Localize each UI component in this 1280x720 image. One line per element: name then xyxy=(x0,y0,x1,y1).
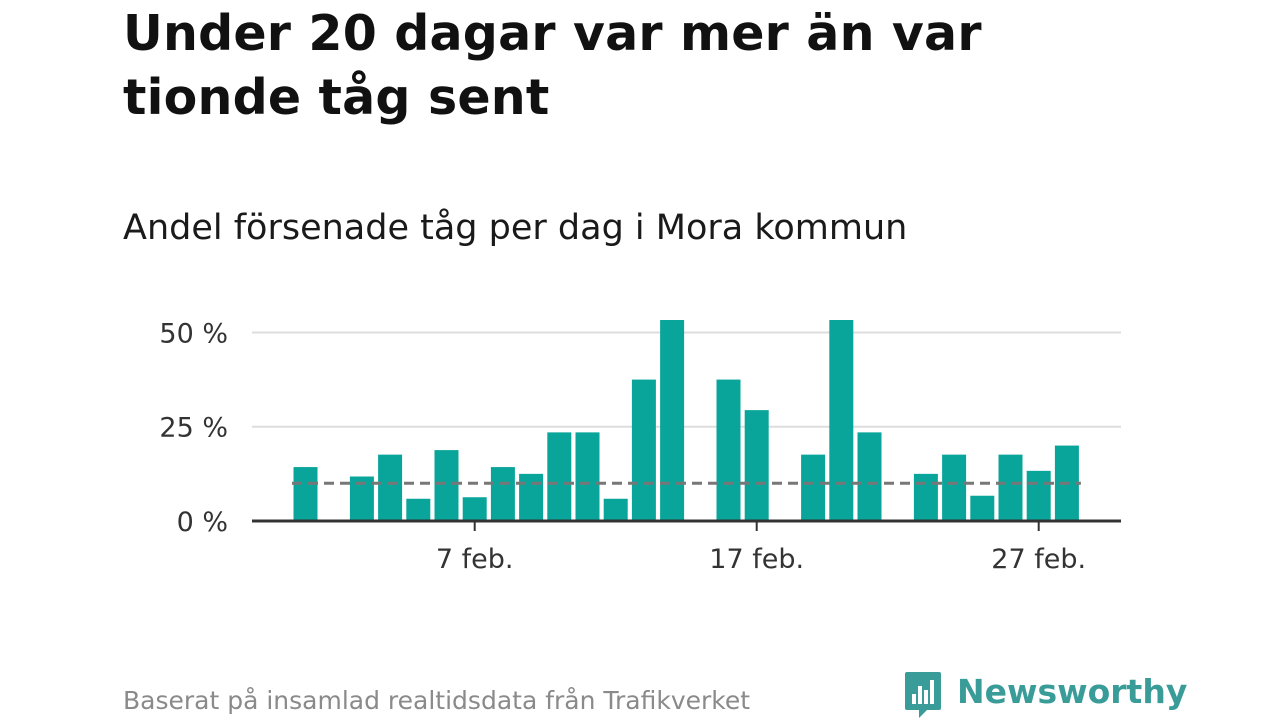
bar xyxy=(970,495,995,521)
bar xyxy=(998,454,1023,521)
axes: 0 % 25 % 50 % 7 feb. 17 feb. 27 feb. xyxy=(159,318,1121,575)
x-tick-label: 7 feb. xyxy=(436,544,514,575)
x-tick-label: 17 feb. xyxy=(709,544,804,575)
chart-subtitle: Andel försenade tåg per dag i Mora kommu… xyxy=(123,208,908,248)
bar xyxy=(434,450,459,521)
brand-name: Newsworthy xyxy=(957,671,1188,711)
source-note: Baserat på insamlad realtidsdata från Tr… xyxy=(123,686,751,715)
bar xyxy=(519,473,544,521)
bar xyxy=(603,498,628,521)
y-tick-label: 25 % xyxy=(159,413,228,444)
newsworthy-logo-icon xyxy=(905,672,941,718)
bar xyxy=(857,432,882,521)
bar xyxy=(547,432,572,521)
bar xyxy=(406,498,431,521)
bar xyxy=(660,320,685,521)
y-tick-label: 0 % xyxy=(177,507,228,538)
bar xyxy=(716,379,741,521)
grid-lines xyxy=(252,331,1121,428)
bar xyxy=(490,467,515,521)
bar xyxy=(744,410,769,521)
x-tick-label: 27 feb. xyxy=(991,544,1086,575)
chart-title: Under 20 dagar var mer än var tionde tåg… xyxy=(123,5,982,126)
bar xyxy=(1026,470,1051,521)
bar xyxy=(462,497,487,521)
y-tick-label: 50 % xyxy=(159,318,228,349)
bar xyxy=(913,473,938,521)
bar xyxy=(801,454,826,521)
bar xyxy=(293,467,318,521)
bar xyxy=(378,454,403,521)
bar xyxy=(829,320,854,521)
bar xyxy=(575,432,600,521)
bars xyxy=(293,320,1079,521)
bar xyxy=(631,379,656,521)
bar xyxy=(942,454,967,521)
brand-logo: Newsworthy xyxy=(903,670,1187,720)
